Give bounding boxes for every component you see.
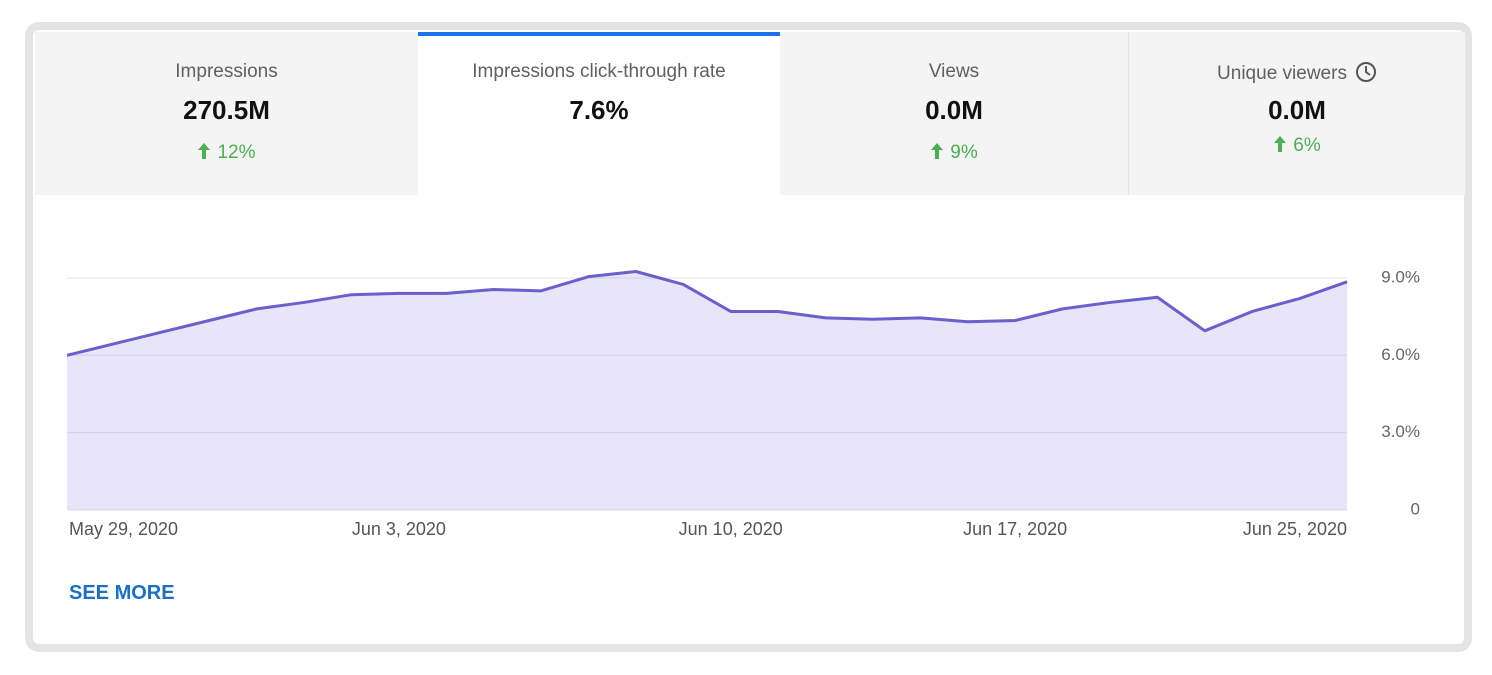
clock-icon	[1355, 62, 1376, 82]
up-arrow	[198, 143, 211, 159]
x-tick-label: Jun 10, 2020	[679, 519, 783, 539]
tab[interactable]: Unique viewers 0.0M 6%	[1128, 32, 1465, 195]
tab-selected[interactable]: Impressions click-through rate 7.6%	[418, 32, 780, 195]
line	[66, 269, 1348, 357]
tab[interactable]: Impressions 270.5M 12%	[35, 32, 418, 195]
change-text: 12%	[217, 142, 256, 163]
y-tick-label: 6.0%	[1381, 345, 1420, 364]
change-text: 6%	[1293, 135, 1321, 156]
tab-value: 0.0M	[1268, 95, 1326, 125]
tab-value: 270.5M	[183, 95, 270, 125]
tab-label: Impressions click-through rate	[472, 61, 726, 82]
tab-label: Views	[928, 61, 980, 82]
tab-label-text: Unique viewers	[1217, 63, 1347, 84]
see-more-link[interactable]: SEE MORE	[69, 582, 175, 604]
tab[interactable]: Views 0.0M 9%	[780, 32, 1128, 195]
tab-label: Unique viewers	[1129, 61, 1465, 85]
tab-change: 9%	[780, 142, 1128, 164]
y-tick-label: 9.0%	[1381, 267, 1420, 286]
x-tick-label: Jun 17, 2020	[963, 519, 1067, 539]
tab-change: 12%	[35, 142, 418, 164]
area-fill	[67, 271, 1347, 510]
tab-label: Impressions	[175, 61, 278, 82]
tab-change: 6%	[1129, 135, 1465, 157]
y-tick-label: 3.0%	[1381, 422, 1420, 441]
y-tick-label: 0	[1411, 499, 1420, 518]
x-tick-label: Jun 3, 2020	[352, 519, 446, 539]
tab-value: 7.6%	[569, 95, 629, 125]
up-arrow	[1274, 136, 1287, 152]
x-tick-label: May 29, 2020	[69, 519, 178, 539]
change-text: 9%	[950, 142, 978, 163]
tab-value: 0.0M	[925, 95, 983, 125]
up-arrow	[931, 143, 944, 159]
x-tick-label: Jun 25, 2020	[1243, 519, 1347, 539]
